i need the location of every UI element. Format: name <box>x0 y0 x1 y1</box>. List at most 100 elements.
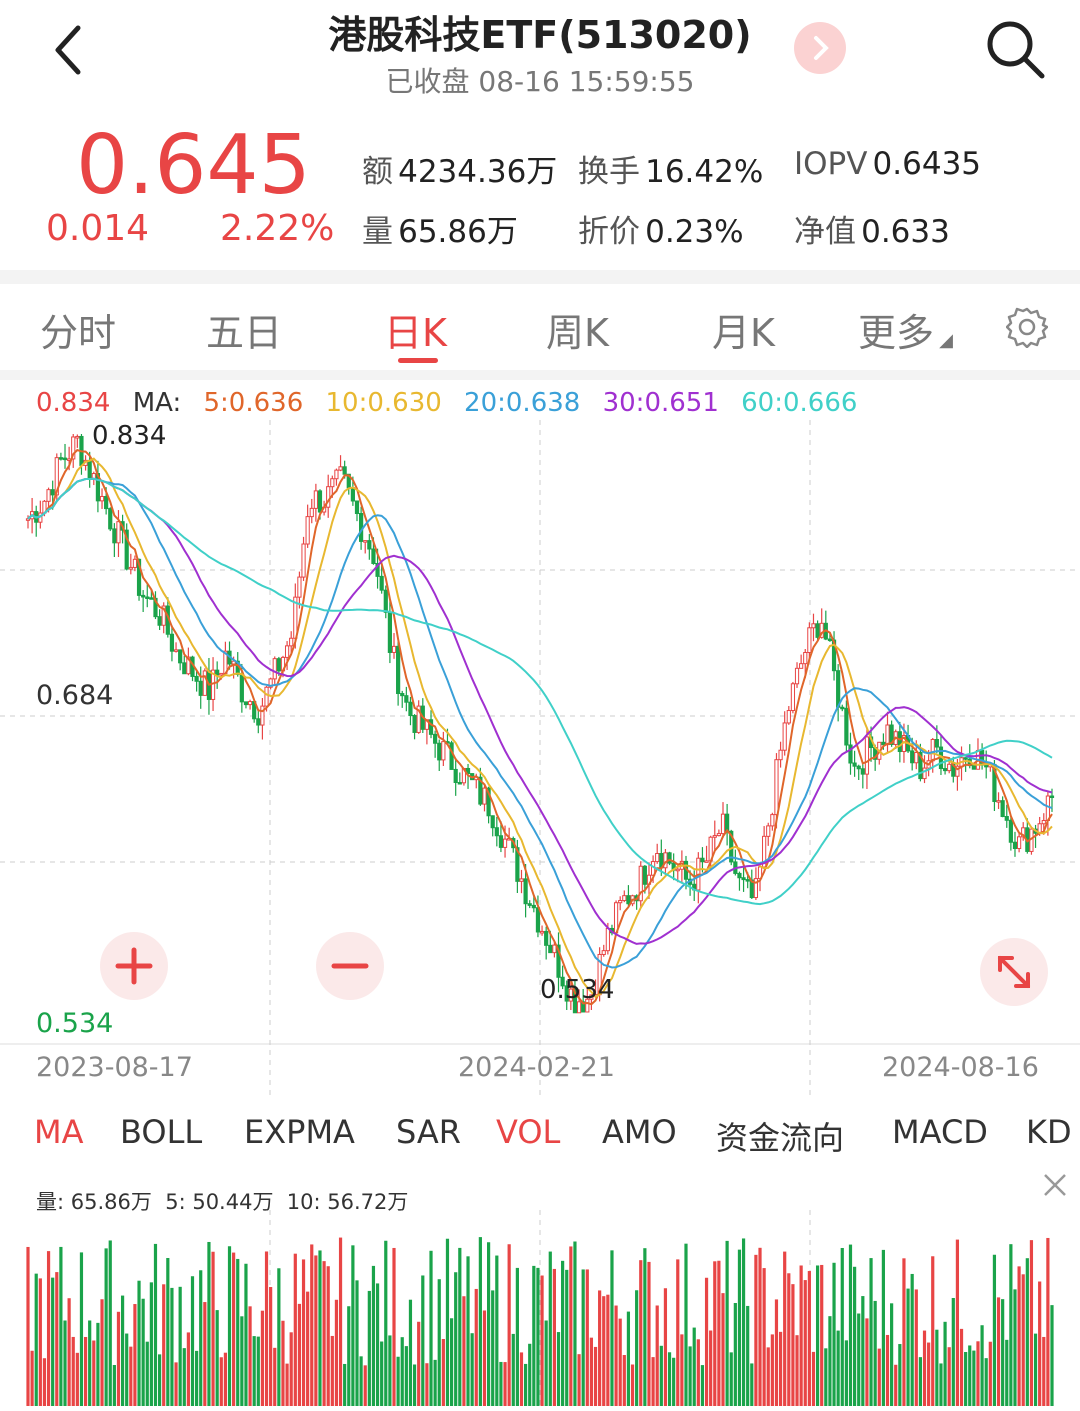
divider <box>0 370 1080 380</box>
volume-bar <box>145 1341 149 1406</box>
candle-body <box>116 521 121 544</box>
tab-monthly-k[interactable]: 月K <box>712 311 775 355</box>
volume-bar <box>741 1238 746 1406</box>
tab-daily-k[interactable]: 日K <box>384 311 447 355</box>
indicator-vol[interactable]: VOL <box>496 1113 561 1151</box>
volume-bar <box>803 1280 807 1406</box>
volume-bar <box>1029 1240 1034 1406</box>
stat-turnover: 换手 16.42% <box>578 154 764 190</box>
legend-ma20: 20:0.638 <box>464 388 581 418</box>
candle-body <box>112 528 117 544</box>
zoom-out-button[interactable] <box>316 932 384 1000</box>
indicator-macd[interactable]: MACD <box>892 1113 988 1151</box>
volume-bar <box>112 1364 116 1406</box>
candle-body <box>141 594 146 598</box>
volume-bar <box>811 1351 816 1406</box>
volume-bar <box>659 1345 663 1406</box>
volume-bar <box>108 1240 112 1406</box>
volume-bar <box>910 1273 914 1406</box>
volume-bar <box>34 1273 38 1406</box>
candle-body <box>449 742 454 770</box>
candle-body <box>186 656 191 675</box>
candle-body <box>309 507 314 518</box>
candle-body <box>1004 816 1009 821</box>
chart-settings-button[interactable] <box>1005 306 1049 349</box>
candle-body <box>947 763 952 772</box>
indicator-amo[interactable]: AMO <box>602 1113 677 1151</box>
volume-bar <box>55 1272 59 1406</box>
legend-price: 0.834 <box>36 388 111 418</box>
tab-more[interactable]: 更多 ◢ <box>858 302 953 357</box>
indicator-expma[interactable]: EXPMA <box>244 1113 355 1151</box>
indicator-capital-flow[interactable]: 资金流向 <box>716 1119 845 1157</box>
volume-bar <box>914 1289 918 1406</box>
volume-bar <box>980 1325 984 1406</box>
candle-body <box>173 649 179 652</box>
candle-body <box>996 800 1001 803</box>
volume-bar <box>104 1248 108 1406</box>
volume-bar <box>363 1365 367 1406</box>
candle-body <box>589 994 594 1000</box>
volume-bar <box>371 1265 376 1406</box>
candle-body <box>515 847 520 882</box>
fullscreen-button[interactable] <box>980 938 1048 1006</box>
candle-body <box>99 495 105 502</box>
volume-bar <box>861 1296 865 1406</box>
chart-grid <box>0 420 1080 1100</box>
volume-bar <box>429 1250 433 1406</box>
candle-body <box>437 742 442 761</box>
volume-bar <box>182 1348 186 1406</box>
back-arrow-icon <box>55 25 81 75</box>
back-button[interactable] <box>48 22 88 78</box>
indicator-boll[interactable]: BOLL <box>120 1113 203 1151</box>
volume-bar <box>548 1251 552 1406</box>
indicator-kd[interactable]: KD <box>1026 1113 1080 1151</box>
tab-five-day[interactable]: 五日 <box>206 311 283 355</box>
volume-bar <box>322 1261 326 1406</box>
last-price: 0.645 <box>76 118 311 213</box>
volume-bar <box>1021 1274 1025 1406</box>
zoom-in-button[interactable] <box>100 932 168 1000</box>
volume-bar <box>696 1339 700 1406</box>
volume-bar <box>482 1310 487 1406</box>
volume-bar <box>988 1341 992 1406</box>
kline-chart[interactable] <box>0 420 1080 1100</box>
close-volume-button[interactable] <box>1040 1170 1070 1200</box>
candle-body <box>704 860 709 863</box>
indicator-ma[interactable]: MA <box>34 1113 84 1151</box>
candle-body <box>400 693 405 697</box>
candle-body <box>128 566 133 570</box>
candle-body <box>379 575 384 591</box>
candle-body <box>108 508 113 530</box>
volume-bar <box>355 1280 359 1406</box>
active-tab-indicator <box>398 358 438 363</box>
tab-intraday[interactable]: 分时 <box>40 311 117 355</box>
indicator-sar[interactable]: SAR <box>396 1113 462 1151</box>
candle-body <box>124 529 129 570</box>
candle-body <box>914 752 919 764</box>
tab-weekly-k[interactable]: 周K <box>546 311 609 355</box>
candle-body <box>942 768 948 772</box>
volume-bar <box>635 1290 639 1406</box>
search-button[interactable] <box>984 18 1048 82</box>
volume-bar <box>877 1348 881 1406</box>
price-change-pct: 2.22% <box>220 208 335 249</box>
volume-chart[interactable] <box>0 1210 1080 1406</box>
candle-body <box>75 435 80 439</box>
volume-bar <box>157 1354 162 1406</box>
volume-bar <box>474 1288 478 1406</box>
candle-body <box>762 835 767 868</box>
volume-bar <box>815 1265 820 1406</box>
volume-bar <box>931 1256 935 1406</box>
volume-bar <box>244 1263 248 1406</box>
volume-bar <box>141 1298 145 1406</box>
candle-body <box>766 825 771 837</box>
volume-bar <box>388 1335 392 1406</box>
next-stock-button[interactable] <box>794 22 846 74</box>
volume-bar <box>544 1320 548 1406</box>
volume-bar <box>351 1245 355 1406</box>
volume-bar <box>297 1303 302 1406</box>
volume-bar <box>828 1316 832 1406</box>
legend-ma10: 10:0.630 <box>325 388 442 418</box>
volume-bar <box>927 1342 931 1406</box>
